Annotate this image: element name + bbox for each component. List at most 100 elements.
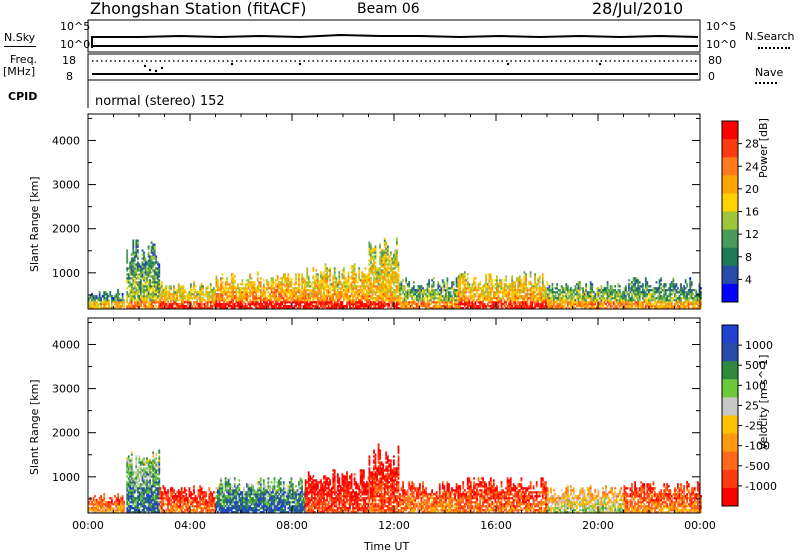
echo-cell bbox=[355, 289, 357, 292]
echo-cell bbox=[292, 297, 294, 300]
echo-cell bbox=[173, 293, 175, 296]
echo-cell bbox=[626, 299, 629, 302]
echo-cell bbox=[403, 299, 406, 302]
echo-cell bbox=[159, 287, 162, 290]
echo-cell bbox=[379, 277, 381, 280]
echo-cell bbox=[109, 295, 112, 298]
echo-cell bbox=[149, 265, 151, 268]
echo-cell bbox=[494, 295, 497, 298]
echo-cell bbox=[152, 245, 155, 248]
echo-cell bbox=[317, 287, 319, 290]
echo-cell bbox=[158, 291, 161, 294]
echo-cell bbox=[144, 305, 147, 308]
echo-cell bbox=[287, 305, 290, 308]
echo-cell bbox=[159, 285, 162, 288]
echo-cell bbox=[267, 287, 270, 290]
echo-cell bbox=[230, 281, 233, 284]
echo-cell bbox=[420, 303, 423, 306]
echo-cell bbox=[383, 259, 386, 262]
echo-cell bbox=[98, 307, 101, 310]
echo-cell bbox=[657, 295, 659, 298]
echo-cell bbox=[310, 293, 313, 296]
echo-cell bbox=[98, 303, 101, 306]
echo-cell bbox=[489, 291, 492, 294]
echo-cell bbox=[583, 303, 586, 306]
echo-cell bbox=[559, 289, 561, 292]
echo-cell bbox=[592, 301, 595, 304]
echo-cell bbox=[358, 273, 361, 276]
echo-cell bbox=[446, 299, 449, 302]
echo-cell bbox=[661, 297, 664, 300]
echo-cell bbox=[457, 299, 460, 302]
echo-cell bbox=[457, 277, 460, 280]
echo-cell bbox=[295, 273, 297, 276]
echo-cell bbox=[176, 289, 178, 292]
echo-cell bbox=[411, 295, 414, 298]
echo-cell bbox=[543, 285, 546, 288]
echo-cell bbox=[683, 305, 685, 308]
echo-cell bbox=[569, 295, 572, 298]
echo-cell bbox=[293, 307, 296, 310]
echo-cell bbox=[190, 291, 192, 294]
nsky-legend-line bbox=[4, 46, 36, 47]
echo-cell bbox=[512, 287, 515, 290]
echo-cell bbox=[678, 297, 681, 300]
echo-cell bbox=[343, 307, 345, 310]
echo-cell bbox=[140, 273, 142, 276]
echo-cell bbox=[529, 295, 532, 298]
echo-cell bbox=[188, 297, 191, 300]
echo-cell bbox=[389, 307, 392, 310]
echo-cell bbox=[541, 293, 544, 296]
echo-cell bbox=[203, 293, 206, 296]
echo-cell bbox=[155, 285, 158, 288]
echo-cell bbox=[620, 307, 623, 310]
echo-cell bbox=[138, 299, 141, 302]
echo-cell bbox=[160, 301, 163, 304]
echo-cell bbox=[523, 307, 526, 310]
echo-cell bbox=[188, 295, 191, 298]
echo-cell bbox=[162, 299, 165, 302]
echo-cell bbox=[474, 307, 477, 310]
echo-cell bbox=[514, 301, 517, 304]
echo-cell bbox=[197, 305, 200, 308]
echo-cell bbox=[476, 299, 478, 302]
echo-cell bbox=[382, 255, 385, 258]
echo-cell bbox=[518, 293, 521, 296]
echo-cell bbox=[135, 267, 138, 270]
echo-cell bbox=[512, 297, 515, 300]
echo-cell bbox=[386, 271, 389, 274]
echo-cell bbox=[155, 295, 158, 298]
echo-cell bbox=[292, 301, 294, 304]
echo-cell bbox=[680, 287, 682, 290]
echo-cell bbox=[244, 289, 247, 292]
echo-cell bbox=[200, 299, 203, 302]
echo-cell bbox=[306, 271, 309, 274]
echo-cell bbox=[579, 305, 581, 308]
echo-cell bbox=[503, 283, 506, 286]
echo-cell bbox=[455, 293, 458, 296]
echo-cell bbox=[692, 305, 695, 308]
echo-cell bbox=[98, 293, 101, 296]
echo-cell bbox=[371, 283, 374, 286]
echo-cell bbox=[208, 293, 211, 296]
echo-cell bbox=[215, 299, 218, 302]
echo-cell bbox=[258, 283, 261, 286]
echo-cell bbox=[508, 283, 510, 286]
echo-cell bbox=[459, 281, 462, 284]
echo-cell bbox=[185, 301, 188, 304]
echo-cell bbox=[256, 287, 259, 290]
echo-cell bbox=[628, 287, 630, 290]
echo-cell bbox=[451, 303, 453, 306]
echo-cell bbox=[385, 303, 388, 306]
echo-cell bbox=[335, 291, 338, 294]
echo-cell bbox=[562, 307, 565, 310]
echo-cell bbox=[571, 299, 574, 302]
echo-cell bbox=[377, 287, 380, 290]
echo-cell bbox=[518, 295, 521, 298]
echo-cell bbox=[589, 283, 592, 286]
echo-cell bbox=[158, 267, 161, 270]
echo-cell bbox=[301, 285, 303, 288]
echo-cell bbox=[483, 297, 486, 300]
echo-cell bbox=[489, 299, 492, 302]
echo-cell bbox=[389, 251, 392, 254]
